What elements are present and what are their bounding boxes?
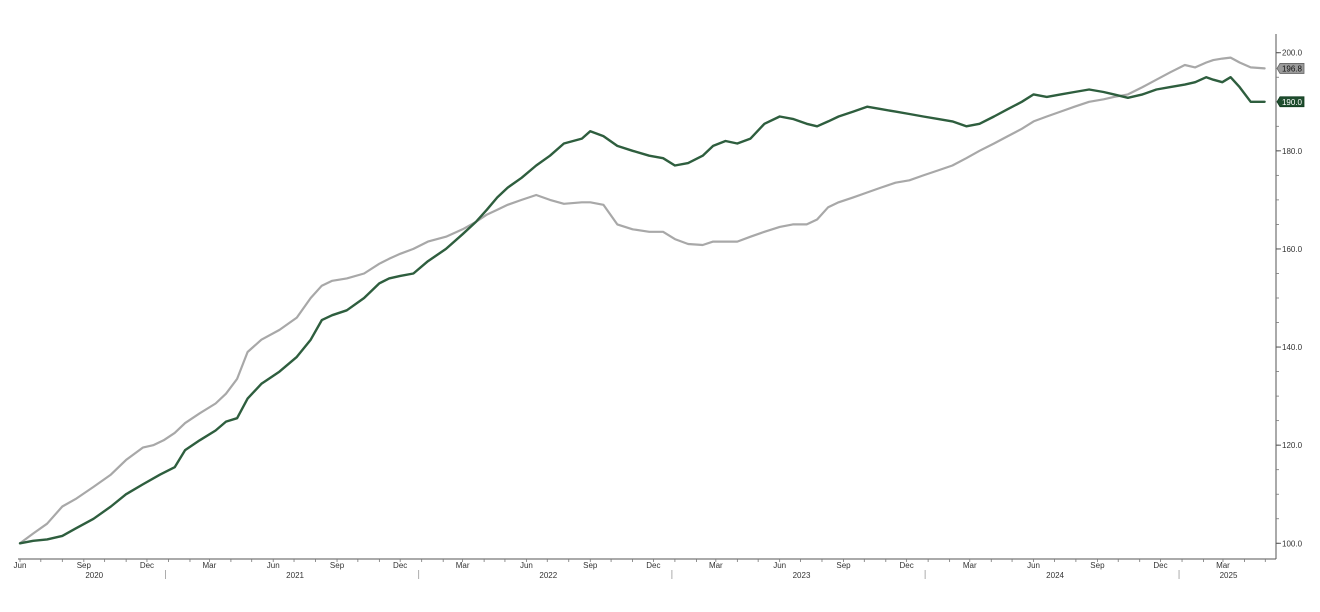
last-value-tag-2: 196.8 <box>1276 63 1305 74</box>
series-lines <box>18 56 1266 545</box>
x-year-label: 2020 <box>85 571 103 580</box>
y-tick-label: 200.0 <box>1282 49 1303 58</box>
x-tick-label: Dec <box>899 561 913 570</box>
y-tick-label: 100.0 <box>1282 539 1303 548</box>
series-line-2 <box>18 56 1266 545</box>
last-value-tag-box <box>1276 96 1305 108</box>
x-year-label: 2024 <box>1046 571 1064 580</box>
last-value-tag-1: 190.0 <box>1276 96 1305 108</box>
x-year-label: 2025 <box>1220 571 1238 580</box>
x-tick-label: Dec <box>646 561 660 570</box>
y-tick-label: 180.0 <box>1282 147 1303 156</box>
x-tick-label: Jun <box>1027 561 1040 570</box>
x-tick-label: Dec <box>1153 561 1167 570</box>
series-line-1 <box>18 76 1266 545</box>
axes: Jun Sep Dec Mar Jun Sep Dec Mar Jun Sep Dec Mar Jun S… <box>14 34 1303 580</box>
last-value-tag-box <box>1276 63 1305 74</box>
x-tick-label: Jun <box>14 561 27 570</box>
x-year-label: 2022 <box>539 571 557 580</box>
last-value-tags: 190.0 196.8 <box>1276 63 1305 108</box>
x-tick-label: Jun <box>520 561 533 570</box>
x-tick-label: Mar <box>709 561 723 570</box>
x-tick-label: Sep <box>330 561 345 570</box>
x-tick-label: Sep <box>583 561 598 570</box>
last-value-tag-label: 196.8 <box>1282 64 1303 73</box>
x-tick-label: Jun <box>267 561 280 570</box>
x-tick-label: Mar <box>1216 561 1230 570</box>
x-tick-label: Mar <box>456 561 470 570</box>
x-tick-label: Sep <box>1090 561 1105 570</box>
x-tick-label: Mar <box>963 561 977 570</box>
x-year-label: 2023 <box>793 571 811 580</box>
x-tick-label: Sep <box>836 561 851 570</box>
y-tick-label: 120.0 <box>1282 441 1303 450</box>
last-value-tag-label: 190.0 <box>1282 98 1303 107</box>
x-year-label: 2021 <box>286 571 304 580</box>
x-tick-label: Dec <box>140 561 154 570</box>
y-tick-label: 140.0 <box>1282 343 1303 352</box>
x-tick-label: Dec <box>393 561 407 570</box>
x-tick-label: Jun <box>773 561 786 570</box>
x-tick-label: Mar <box>203 561 217 570</box>
y-tick-label: 160.0 <box>1282 245 1303 254</box>
x-tick-label: Sep <box>77 561 92 570</box>
